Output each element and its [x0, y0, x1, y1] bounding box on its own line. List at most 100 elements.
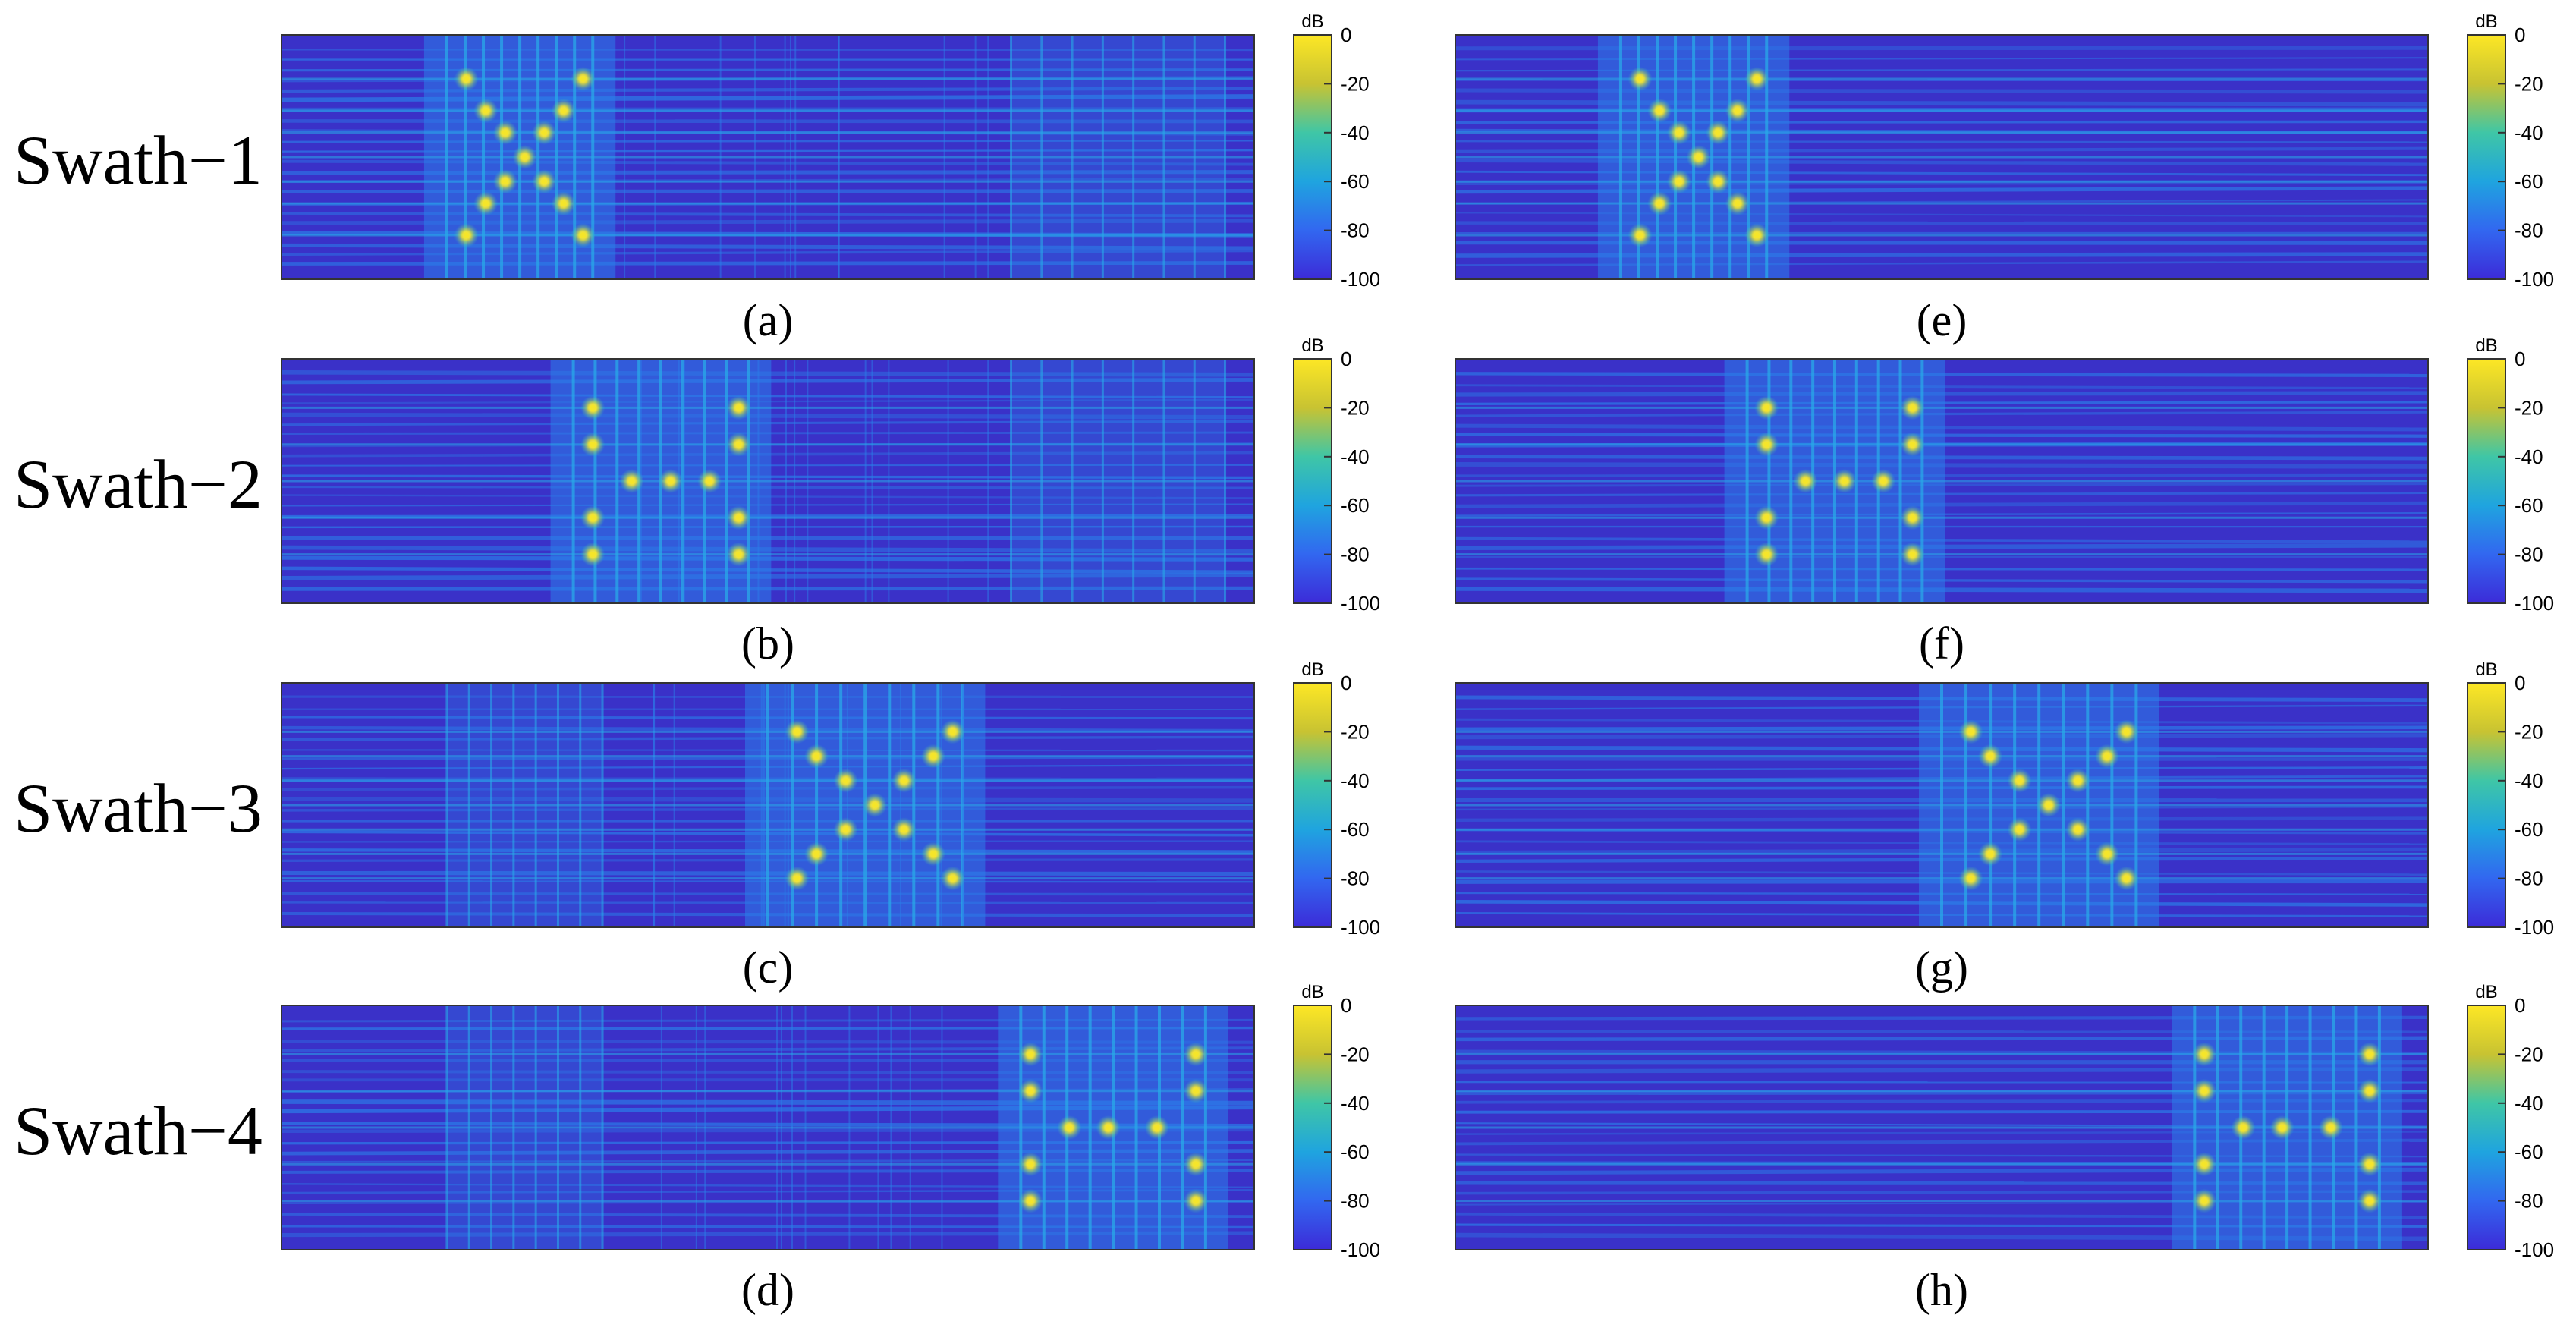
peak-core-e-4	[1675, 129, 1682, 136]
colorbar-tick-label-c: -100	[1341, 916, 1380, 939]
peak-core-c-4	[842, 777, 849, 784]
colorbar-tick-label-f: -100	[2515, 592, 2554, 615]
panel-h: dB 0 -20 -40 -60 -80 -100 (h)	[1455, 982, 2554, 1315]
peak-core-e-10	[1734, 200, 1741, 207]
colorbar-tick-label-a: -80	[1341, 219, 1370, 242]
colorbar-tick-label-b: -100	[1341, 592, 1380, 615]
colorbar-tick-label-f: -40	[2515, 445, 2543, 468]
peak-core-c-6	[872, 802, 879, 808]
colorbar-e	[2467, 34, 2506, 280]
peak-core-c-7	[842, 826, 849, 833]
colorbar-tick-label-a: -20	[1341, 72, 1370, 95]
peak-core-e-11	[1637, 232, 1643, 239]
peak-core-a-7	[502, 178, 508, 185]
colorbar-tick-label-g: -20	[2515, 720, 2543, 743]
peak-core-c-5	[901, 777, 907, 784]
panel-d: dB 0 -20 -40 -60 -80 -100 (d)	[281, 982, 1380, 1315]
colorbar-tick-label-b: -80	[1341, 543, 1370, 566]
caption-g: (g)	[1915, 942, 1968, 993]
peak-core-b-9	[590, 551, 596, 558]
peak-core-g-5	[2074, 777, 2081, 784]
peak-core-a-5	[541, 129, 548, 136]
peak-core-a-0	[463, 75, 470, 82]
peak-core-b-10	[735, 551, 742, 558]
colorbar-unit-a: dB	[1301, 11, 1323, 32]
peak-core-g-6	[2046, 802, 2052, 808]
peak-core-e-6	[1695, 154, 1702, 160]
peak-core-h-5	[2279, 1125, 2285, 1131]
colorbar-tick-label-c: -20	[1341, 720, 1370, 743]
colorbar-tick-label-a: -100	[1341, 268, 1380, 291]
peak-core-f-10	[1909, 551, 1916, 558]
caption-a: (a)	[743, 295, 794, 345]
peak-core-c-2	[813, 753, 820, 760]
peak-core-c-10	[929, 851, 936, 857]
colorbar-tick-label-a: -40	[1341, 121, 1370, 144]
peak-core-d-1	[1193, 1051, 1200, 1058]
colorbar-tick-label-e: -80	[2515, 219, 2543, 242]
peak-core-h-9	[2201, 1197, 2208, 1204]
colorbar-tick-label-d: 0	[1341, 994, 1351, 1017]
peak-core-f-0	[1763, 404, 1770, 411]
peak-core-h-3	[2367, 1087, 2373, 1094]
peak-core-h-10	[2367, 1197, 2373, 1204]
panel-frame-c	[281, 682, 1255, 928]
peak-core-c-0	[794, 728, 800, 735]
caption-c: (c)	[743, 942, 794, 993]
peak-core-d-5	[1105, 1125, 1112, 1131]
peak-core-h-6	[2327, 1125, 2334, 1131]
peak-core-e-12	[1754, 232, 1760, 239]
panel-frame-h	[1455, 1005, 2429, 1250]
colorbar-tick-label-e: -100	[2515, 268, 2554, 291]
peak-core-a-8	[541, 178, 548, 185]
peak-core-b-5	[667, 478, 674, 484]
peak-core-b-4	[628, 478, 635, 484]
peak-core-e-3	[1734, 107, 1741, 114]
peak-core-f-4	[1802, 478, 1809, 484]
peak-core-a-12	[580, 232, 587, 239]
peak-core-c-1	[949, 728, 956, 735]
peak-core-e-8	[1715, 178, 1722, 185]
colorbar-tick-label-h: -80	[2515, 1190, 2543, 1213]
peak-core-f-8	[1909, 514, 1916, 521]
peak-core-h-0	[2201, 1051, 2208, 1058]
colorbar-unit-h: dB	[2475, 982, 2497, 1002]
peak-core-h-8	[2367, 1161, 2373, 1168]
peak-core-g-12	[2123, 875, 2130, 882]
colorbar-tick-label-d: -100	[1341, 1238, 1380, 1261]
colorbar-a	[1293, 34, 1332, 280]
colorbar-tick-label-f: -80	[2515, 543, 2543, 566]
peak-core-g-10	[2103, 851, 2110, 857]
colorbar-tick-label-a: -60	[1341, 170, 1370, 193]
caption-d: (d)	[741, 1265, 794, 1315]
peak-core-e-1	[1754, 75, 1760, 82]
colorbar-tick-label-d: -60	[1341, 1140, 1370, 1163]
colorbar-tick-label-e: -20	[2515, 72, 2543, 95]
peak-core-e-7	[1675, 178, 1682, 185]
peak-core-g-0	[1967, 728, 1974, 735]
peak-core-e-9	[1656, 200, 1663, 207]
peak-core-g-2	[1987, 753, 1994, 760]
colorbar-tick-label-f: -60	[2515, 494, 2543, 517]
peak-core-b-1	[735, 404, 742, 411]
caption-b: (b)	[741, 618, 794, 668]
colorbar-tick-label-g: -60	[2515, 818, 2543, 841]
peak-core-h-4	[2240, 1125, 2247, 1131]
panel-f: dB 0 -20 -40 -60 -80 -100 (f)	[1455, 335, 2554, 668]
peak-core-d-3	[1193, 1087, 1200, 1094]
colorbar-tick-label-c: -40	[1341, 769, 1370, 792]
colorbar-unit-g: dB	[2475, 659, 2497, 680]
peak-core-g-9	[1987, 851, 1994, 857]
colorbar-tick-label-f: -20	[2515, 396, 2543, 419]
peak-core-a-2	[483, 107, 489, 114]
colorbar-h	[2467, 1005, 2506, 1250]
panel-frame-f	[1455, 358, 2429, 604]
peak-core-f-6	[1880, 478, 1887, 484]
peak-core-d-6	[1153, 1125, 1160, 1131]
colorbar-tick-label-b: -20	[1341, 396, 1370, 419]
peak-core-f-9	[1763, 551, 1770, 558]
peak-core-a-6	[521, 154, 528, 160]
colorbar-tick-label-h: -100	[2515, 1238, 2554, 1261]
colorbar-tick-label-e: -40	[2515, 121, 2543, 144]
